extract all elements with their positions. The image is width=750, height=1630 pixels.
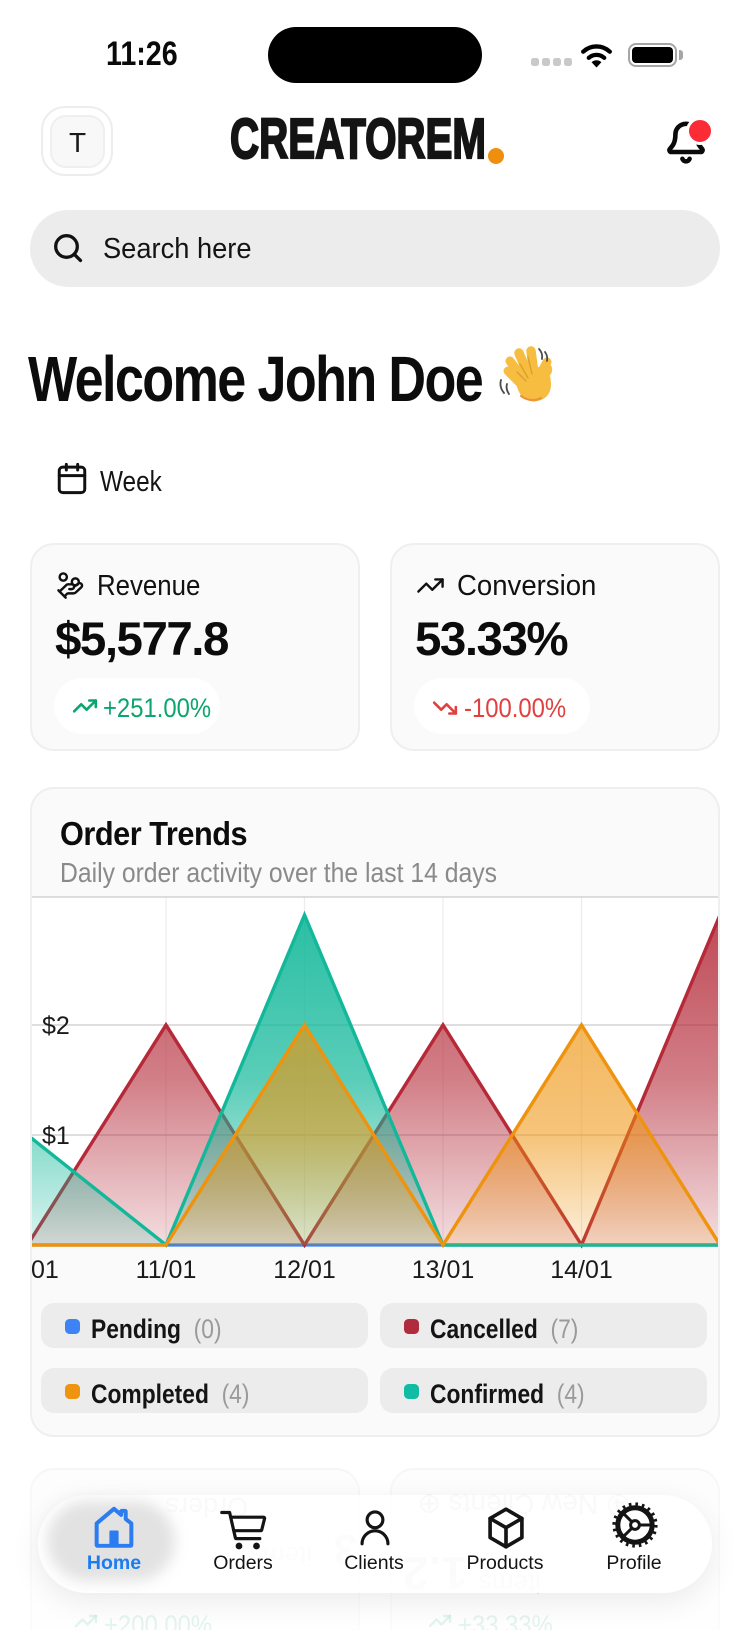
svg-text:13/01: 13/01 [412,1256,475,1284]
svg-text:14/01: 14/01 [550,1256,613,1284]
svg-text:10/01: 10/01 [30,1256,59,1284]
svg-text:11/01: 11/01 [136,1256,197,1284]
svg-text:$2: $2 [42,1012,70,1040]
svg-text:$1: $1 [42,1122,70,1150]
svg-text:12/01: 12/01 [273,1256,336,1284]
svg-text:CREATOREM: CREATOREM [230,112,486,168]
